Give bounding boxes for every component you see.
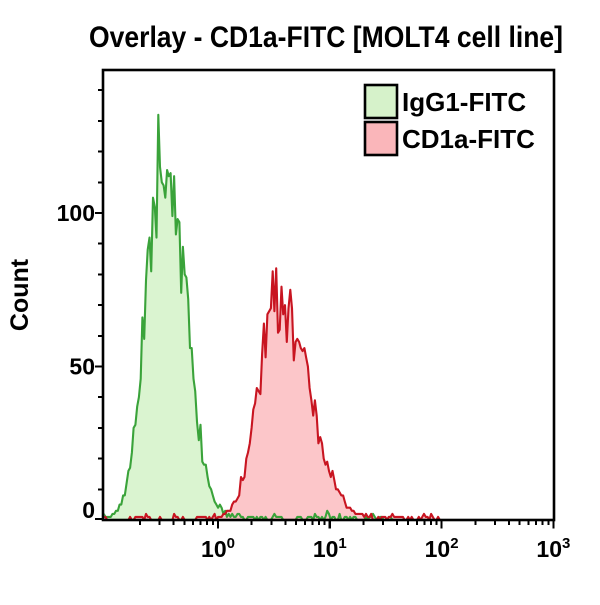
legend-swatch-igg1-fitc — [363, 83, 399, 120]
y-tick-label: 0 — [82, 497, 95, 523]
y-axis-label: Count — [6, 258, 34, 331]
x-tick-label: 101 — [313, 535, 347, 562]
plot-area-border — [101, 68, 556, 522]
chart-title: Overlay - CD1a-FITC [MOLT4 cell line] — [89, 21, 563, 54]
x-tick-label: 100 — [201, 535, 235, 562]
x-tick-label: 103 — [536, 535, 570, 562]
legend-label-cd1a-fitc: CD1a-FITC — [402, 124, 535, 154]
histogram-outline-igg1-fitc — [104, 113, 553, 520]
x-tick-label: 102 — [425, 535, 459, 562]
histogram-fill-cd1a-fitc — [104, 268, 440, 520]
histogram-fill-igg1-fitc — [104, 114, 392, 520]
legend-swatch-cd1a-fitc — [363, 120, 399, 157]
axis-ticks: 100 101 102 103 0 50 100 — [57, 89, 570, 562]
histogram-layer — [104, 113, 553, 520]
histogram-outline-cd1a-fitc — [104, 267, 553, 520]
legend-label-igg1-fitc: IgG1-FITC — [402, 87, 526, 117]
y-tick-label: 100 — [57, 200, 95, 226]
legend: IgG1-FITC CD1a-FITC — [363, 83, 535, 157]
y-tick-label: 50 — [69, 354, 95, 380]
